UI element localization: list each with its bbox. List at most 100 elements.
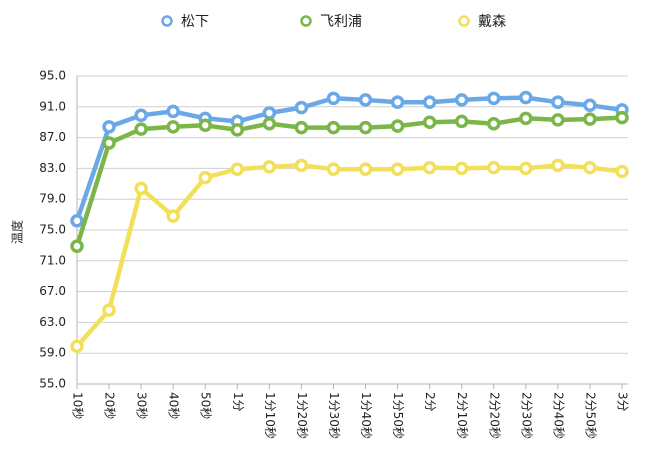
data-point [390, 95, 405, 109]
data-point [615, 110, 629, 125]
series-line [74, 163, 625, 349]
legend-item-1: 松下 [161, 14, 209, 30]
data-point [262, 116, 277, 131]
data-point [326, 91, 341, 106]
y-tick-label: 91.0 [39, 99, 66, 113]
data-point [454, 114, 469, 129]
data-point [294, 120, 309, 135]
y-axis-label: 温度 [10, 220, 25, 244]
data-point [294, 100, 309, 115]
y-tick-label: 67.0 [39, 284, 66, 298]
data-point [294, 158, 309, 173]
legend: 松下 飞利浦 戴森 [161, 14, 506, 30]
x-tick-label: 1分20秒 [295, 392, 309, 439]
data-point [454, 161, 469, 176]
legend-marker [458, 15, 470, 27]
x-tick-label: 10秒 [71, 392, 85, 419]
data-point [519, 161, 533, 176]
x-tick-label: 2分30秒 [519, 392, 533, 439]
x-tick-label: 40秒 [167, 392, 181, 419]
data-point [422, 160, 437, 175]
y-tick-label: 83.0 [39, 161, 66, 175]
y-tick-label: 63.0 [39, 315, 66, 329]
data-point [326, 162, 341, 176]
x-tick-label: 1分50秒 [391, 392, 405, 439]
data-point [358, 93, 373, 107]
series-3 [70, 158, 629, 354]
data-point [358, 120, 373, 135]
x-tick-label: 1分40秒 [359, 392, 373, 439]
x-tick-label: 2分20秒 [487, 392, 501, 439]
data-point [262, 106, 277, 120]
x-axis: 10秒 20秒 30秒 40秒 50秒 1分 1分10秒 1分20秒 1分30秒 1分40秒 1分5… [71, 384, 630, 439]
legend-item-3: 戴森 [458, 14, 506, 30]
data-point [519, 111, 533, 126]
data-point [70, 239, 84, 253]
data-point [390, 119, 405, 133]
data-point [487, 116, 501, 131]
data-point [615, 164, 629, 179]
data-point [583, 98, 597, 113]
data-point [230, 162, 245, 176]
x-tick-label: 1分 [231, 392, 245, 412]
y-tick-label: 87.0 [39, 130, 66, 144]
data-point [134, 122, 148, 136]
data-point [166, 120, 180, 134]
y-axis: 95.0 91.0 87.0 83.0 79.0 75.0 71.0 67.0 63.0 59.0… [39, 69, 66, 391]
data-point [102, 303, 116, 317]
data-point [519, 90, 533, 105]
data-point [70, 214, 84, 228]
data-point [134, 108, 148, 123]
y-tick-label: 95.0 [39, 69, 66, 83]
data-point [551, 158, 565, 173]
data-point [551, 113, 565, 127]
data-point [326, 120, 341, 135]
data-point [358, 162, 373, 176]
data-point [198, 118, 212, 133]
x-tick-label: 2分50秒 [583, 392, 597, 439]
x-tick-label: 1分10秒 [263, 392, 277, 439]
x-tick-label: 2分40秒 [551, 392, 565, 439]
legend-label: 戴森 [478, 14, 506, 30]
y-tick-label: 75.0 [39, 223, 66, 237]
data-point [454, 93, 469, 107]
series-line [74, 115, 625, 249]
y-tick-label: 55.0 [39, 377, 66, 391]
data-point [583, 160, 597, 175]
data-point [166, 104, 180, 119]
y-tick-label: 79.0 [39, 192, 66, 206]
data-point [487, 91, 501, 106]
legend-marker [161, 15, 173, 27]
data-point [198, 170, 212, 185]
data-point [390, 162, 405, 176]
x-tick-label: 50秒 [199, 392, 213, 419]
data-point [487, 160, 501, 175]
grid [76, 75, 628, 385]
data-point [102, 136, 116, 150]
x-tick-label: 1分30秒 [327, 392, 341, 439]
x-tick-label: 3分 [616, 392, 630, 412]
data-point [551, 95, 565, 109]
x-tick-label: 2分10秒 [455, 392, 469, 439]
data-point [583, 112, 597, 126]
series-group [70, 90, 629, 354]
series-1 [70, 90, 629, 228]
legend-label: 飞利浦 [320, 14, 362, 30]
x-tick-label: 30秒 [135, 392, 149, 419]
data-point [230, 123, 245, 137]
data-point [422, 95, 437, 109]
legend-marker [300, 15, 312, 27]
x-tick-label: 2分 [423, 392, 437, 412]
y-tick-label: 59.0 [39, 346, 66, 360]
y-tick-label: 71.0 [39, 253, 66, 267]
x-tick-label: 20秒 [103, 392, 117, 419]
data-point [102, 120, 116, 134]
data-point [134, 181, 148, 196]
data-point [70, 339, 84, 354]
legend-item-2: 飞利浦 [300, 14, 362, 30]
data-point [166, 209, 180, 223]
data-point [262, 160, 277, 174]
legend-label: 松下 [181, 14, 209, 30]
